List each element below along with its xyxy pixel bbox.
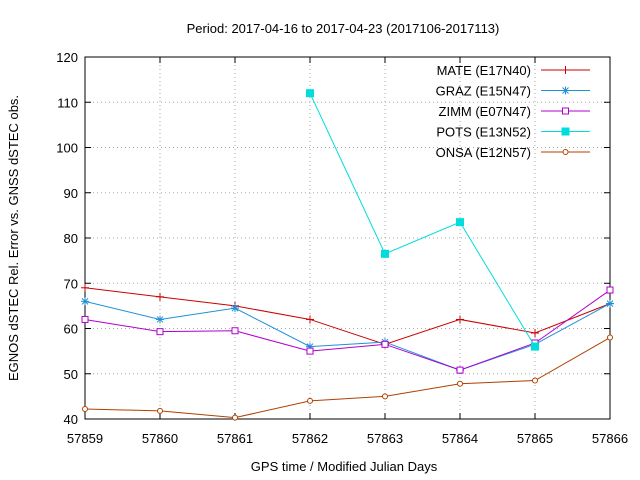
data-point (231, 327, 239, 335)
series-layer (81, 89, 614, 421)
series-line (309, 92, 536, 347)
data-point (607, 334, 613, 341)
data-point (606, 299, 614, 308)
series-line (84, 289, 611, 371)
y-tick-label: 50 (64, 367, 78, 382)
x-tick-label: 57864 (442, 431, 478, 446)
x-tick-label: 57859 (67, 431, 103, 446)
legend-entry: ONSA (E12N57) (436, 145, 590, 160)
data-point (156, 292, 164, 301)
data-point (562, 107, 569, 115)
data-point (82, 406, 88, 413)
data-point (81, 283, 89, 292)
data-point (531, 329, 539, 338)
plot-border (84, 56, 611, 420)
legend-label: ZIMM (E07N47) (439, 104, 531, 119)
data-point (81, 297, 89, 306)
legend-entry: POTS (E13N52) (436, 125, 590, 140)
data-point (606, 286, 614, 294)
data-point (532, 377, 538, 384)
legend-entry: GRAZ (E15N47) (436, 84, 590, 99)
series-pots (306, 89, 539, 351)
x-tick-label: 57863 (367, 431, 403, 446)
series-graz (81, 297, 614, 375)
data-point (382, 393, 388, 400)
y-tick-label: 60 (64, 322, 78, 337)
series-zimm (81, 286, 614, 374)
x-ticks: 57859 57860 57861 57862 57863 57864 57865 57866 (67, 57, 628, 446)
y-tick-label: 70 (64, 276, 78, 291)
data-point (456, 218, 464, 227)
plot-frame (84, 56, 611, 420)
legend-entry: ZIMM (E07N47) (439, 104, 590, 119)
data-point (561, 66, 570, 74)
data-point (156, 328, 164, 336)
data-point (306, 347, 314, 355)
x-tick-label: 57865 (517, 431, 553, 446)
data-point (231, 304, 239, 313)
y-tick-label: 40 (64, 412, 78, 427)
data-point (457, 380, 463, 387)
legend-label: ONSA (E12N57) (436, 145, 531, 160)
series-onsa (82, 334, 613, 421)
x-axis-label: GPS time / Modified Julian Days (251, 459, 438, 474)
y-ticks: 40 50 60 70 80 90 100 110 120 (56, 50, 610, 427)
x-tick-label: 57860 (142, 431, 178, 446)
x-tick-label: 57866 (592, 431, 628, 446)
data-point (381, 249, 389, 258)
data-point (561, 86, 570, 95)
data-point (456, 366, 464, 374)
x-tick-label: 57862 (292, 431, 328, 446)
data-point (306, 89, 314, 98)
y-tick-label: 110 (57, 95, 78, 110)
legend-entry: MATE (E17N40) (437, 63, 590, 78)
data-point (307, 397, 313, 404)
chart-title: Period: 2017-04-16 to 2017-04-23 (201710… (187, 21, 500, 36)
y-tick-label: 80 (64, 231, 78, 246)
legend: MATE (E17N40) GRAZ (E15N47) ZIMM (E07N47) P… (436, 63, 590, 160)
y-tick-label: 120 (56, 50, 78, 65)
data-point (531, 342, 539, 351)
data-point (157, 407, 163, 414)
y-axis-label: EGNOS dSTEC Rel. Error vs. GNSS dSTEC ob… (6, 95, 21, 381)
data-point (381, 340, 389, 348)
data-point (156, 315, 164, 324)
grid (85, 57, 610, 419)
data-point (232, 414, 238, 421)
y-tick-label: 90 (64, 186, 78, 201)
x-tick-label: 57861 (217, 431, 253, 446)
data-point (561, 127, 570, 136)
legend-label: POTS (E13N52) (436, 125, 531, 140)
series-line (84, 300, 611, 371)
data-point (562, 149, 569, 155)
series-line (84, 337, 611, 419)
data-point (306, 315, 314, 324)
legend-label: GRAZ (E15N47) (436, 84, 531, 99)
data-point (456, 315, 464, 324)
legend-label: MATE (E17N40) (437, 63, 531, 78)
data-point (81, 315, 89, 323)
series-line (84, 287, 611, 345)
series-mate (81, 283, 614, 349)
y-tick-label: 100 (56, 141, 78, 156)
